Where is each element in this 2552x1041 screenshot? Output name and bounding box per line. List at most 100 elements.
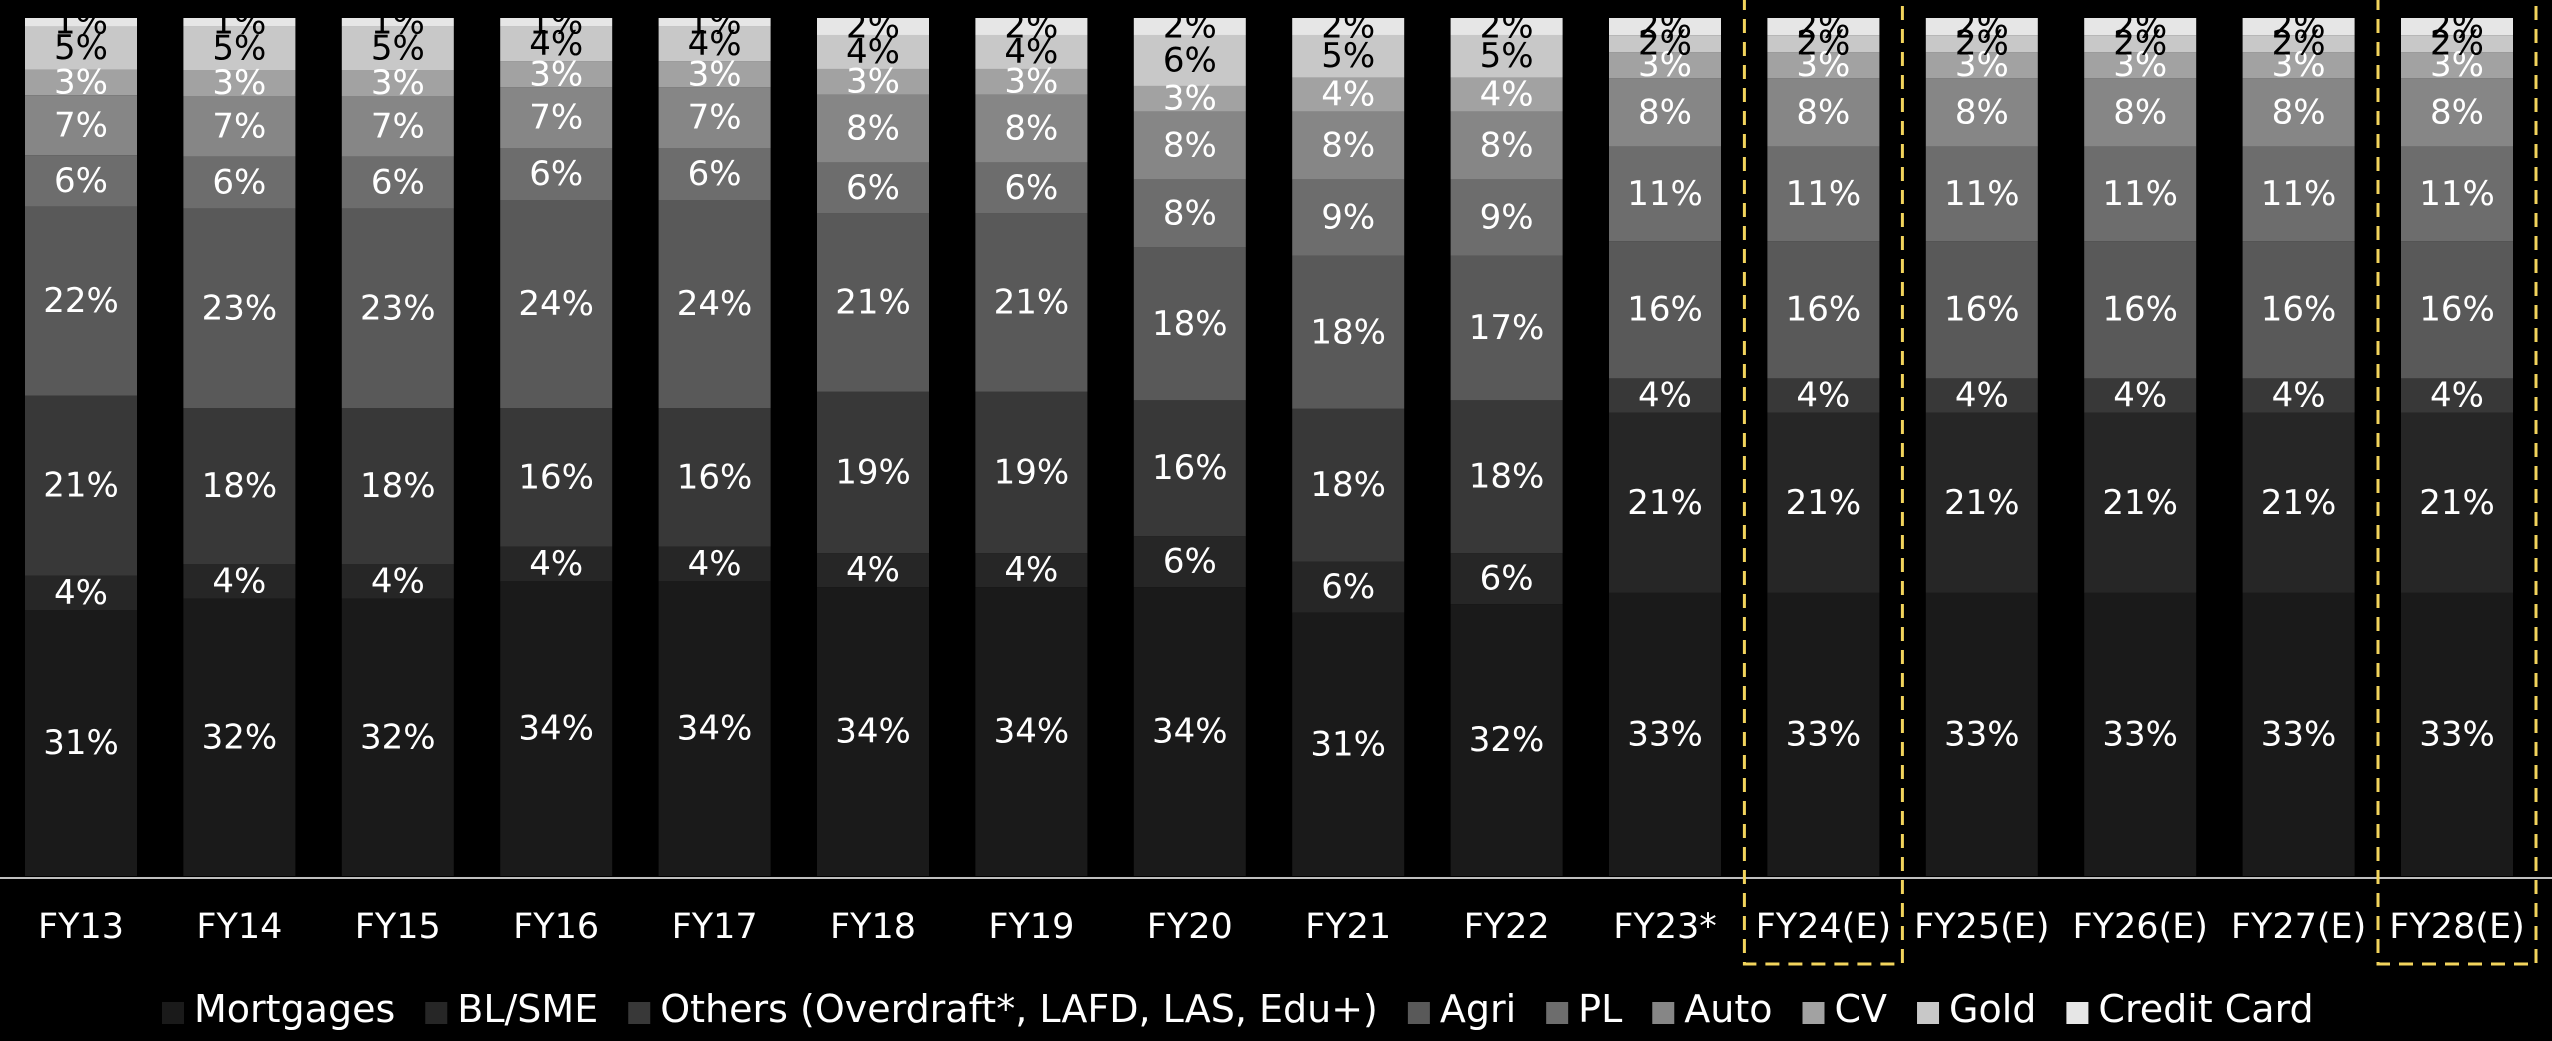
legend-swatch [1917,1002,1940,1024]
bar-segment-FY15-pl [341,156,454,209]
data-label: 2% [1796,7,1850,47]
data-label: 24% [518,284,594,324]
highlight-boxes [1742,0,2538,966]
bar-segment-FY22-credit [1450,18,1563,35]
data-label: 16% [1152,448,1228,488]
data-label: 4% [1480,74,1534,114]
bar-segment-FY26(E)-others [2084,378,2197,413]
bar-segment-FY19-credit [975,18,1088,35]
highlight-box-FY28(E) [2376,0,2538,966]
bar-segment-FY28(E)-credit [2401,18,2513,36]
data-label: 6% [1163,40,1217,80]
data-label: 33% [1627,714,1703,754]
data-label: 4% [688,24,742,64]
bar-segment-FY25(E)-mortgages [1925,592,2038,876]
legend-label: Others (Overdraft*, LAFD, LAS, Edu+) [660,987,1378,1031]
bar-segment-FY17-credit [658,18,771,27]
bar-segment-FY14-blsme [183,564,296,599]
data-label: 32% [360,717,436,757]
data-label: 6% [529,154,583,194]
data-label: 16% [2261,290,2337,330]
bar-segment-FY28(E)-auto [2401,78,2513,147]
bar-segment-FY15-agri [341,208,454,408]
data-label: 2% [2272,24,2326,64]
bar-segment-FY15-credit [341,18,454,27]
data-label: 3% [212,63,266,103]
bar-segment-FY14-pl [183,156,296,209]
legend: Mortgages BL/SME Others (Overdraft*, LAFD,… [162,987,2314,1031]
data-label: 6% [371,163,425,203]
data-label: 2% [1004,6,1058,46]
bar-segment-FY13-mortgages [25,610,137,876]
bar-segment-FY15-cv [341,70,454,96]
bar-segment-FY13-others [25,395,137,576]
legend-swatch [2066,1002,2089,1024]
bar-segment-FY19-others [975,391,1088,554]
bar-segment-FY27(E)-mortgages [2242,592,2355,876]
bar-segment-FY16-auto [500,87,613,148]
bar-segment-FY24(E)-agri [1767,241,1880,379]
data-label: 3% [54,62,108,102]
data-label: 4% [1004,550,1058,590]
bar-segment-FY16-gold [500,26,613,62]
data-label: 21% [835,283,911,323]
data-label: 4% [2430,376,2484,416]
data-label: 2% [846,6,900,46]
bar-segment-FY21-others [1292,408,1405,562]
x-tick-label: FY24(E) [1756,907,1891,947]
x-tick-label: FY14 [196,907,282,947]
legend-swatch [1407,1002,1430,1024]
data-label: 2% [2430,7,2484,47]
legend-swatch [162,1002,184,1024]
legend-swatch [1546,1002,1569,1024]
bar-segment-FY16-others [500,408,613,547]
data-label: 16% [2102,290,2178,330]
data-label: 2% [1638,7,1692,47]
data-label: 33% [2419,714,2495,754]
data-label: 22% [43,281,119,321]
data-label: 4% [2272,376,2326,416]
x-tick-label: FY22 [1464,907,1550,947]
bar-segment-FY24(E)-cv [1767,52,1880,79]
legend-item: CV [1802,987,1887,1031]
data-label: 2% [1796,24,1850,64]
data-label: 8% [1163,193,1217,233]
bar-segment-FY20-others [1133,400,1246,537]
bar-segment-FY21-auto [1292,111,1405,180]
data-label: 8% [846,108,900,148]
data-label: 8% [2272,92,2326,132]
data-label: 3% [846,62,900,102]
bar-segment-FY26(E)-auto [2084,78,2197,147]
legend-item: PL [1546,987,1622,1031]
bar-segment-FY17-auto [658,87,771,148]
x-tick-labels: FY13 FY14 FY15 FY16 FY17 FY18 FY19 FY20 FY21 FY22… [38,907,2525,947]
bar-segment-FY14-mortgages [183,598,296,876]
bar-segment-FY26(E)-credit [2084,18,2197,36]
data-label: 7% [212,106,266,146]
bar-segment-FY20-pl [1133,179,1246,248]
data-label: 4% [1638,376,1692,416]
bar-segment-FY24(E)-gold [1767,35,1880,53]
data-label: 3% [2272,45,2326,85]
bar-segment-FY27(E)-agri [2242,241,2355,379]
bar-segment-FY14-credit [183,18,296,27]
bar-segment-FY23*-others [1609,378,1721,413]
data-label: 4% [529,24,583,64]
data-label: 21% [1627,483,1703,523]
data-label: 4% [1004,32,1058,72]
bar-segment-FY24(E)-credit [1767,18,1880,36]
data-label: 8% [1955,92,2009,132]
data-label: 3% [1163,79,1217,119]
data-label: 18% [360,466,436,506]
data-label: 21% [43,466,119,506]
data-label: 34% [835,712,911,752]
bar-segment-FY22-mortgages [1450,604,1563,876]
bar-segment-FY28(E)-agri [2401,241,2513,379]
bar-segment-FY14-cv [183,70,296,96]
bar-segment-FY15-mortgages [341,598,454,876]
data-label: 4% [54,573,108,613]
bar-segment-FY25(E)-auto [1925,78,2038,147]
data-label: 5% [54,28,108,68]
data-label: 21% [2261,483,2337,523]
